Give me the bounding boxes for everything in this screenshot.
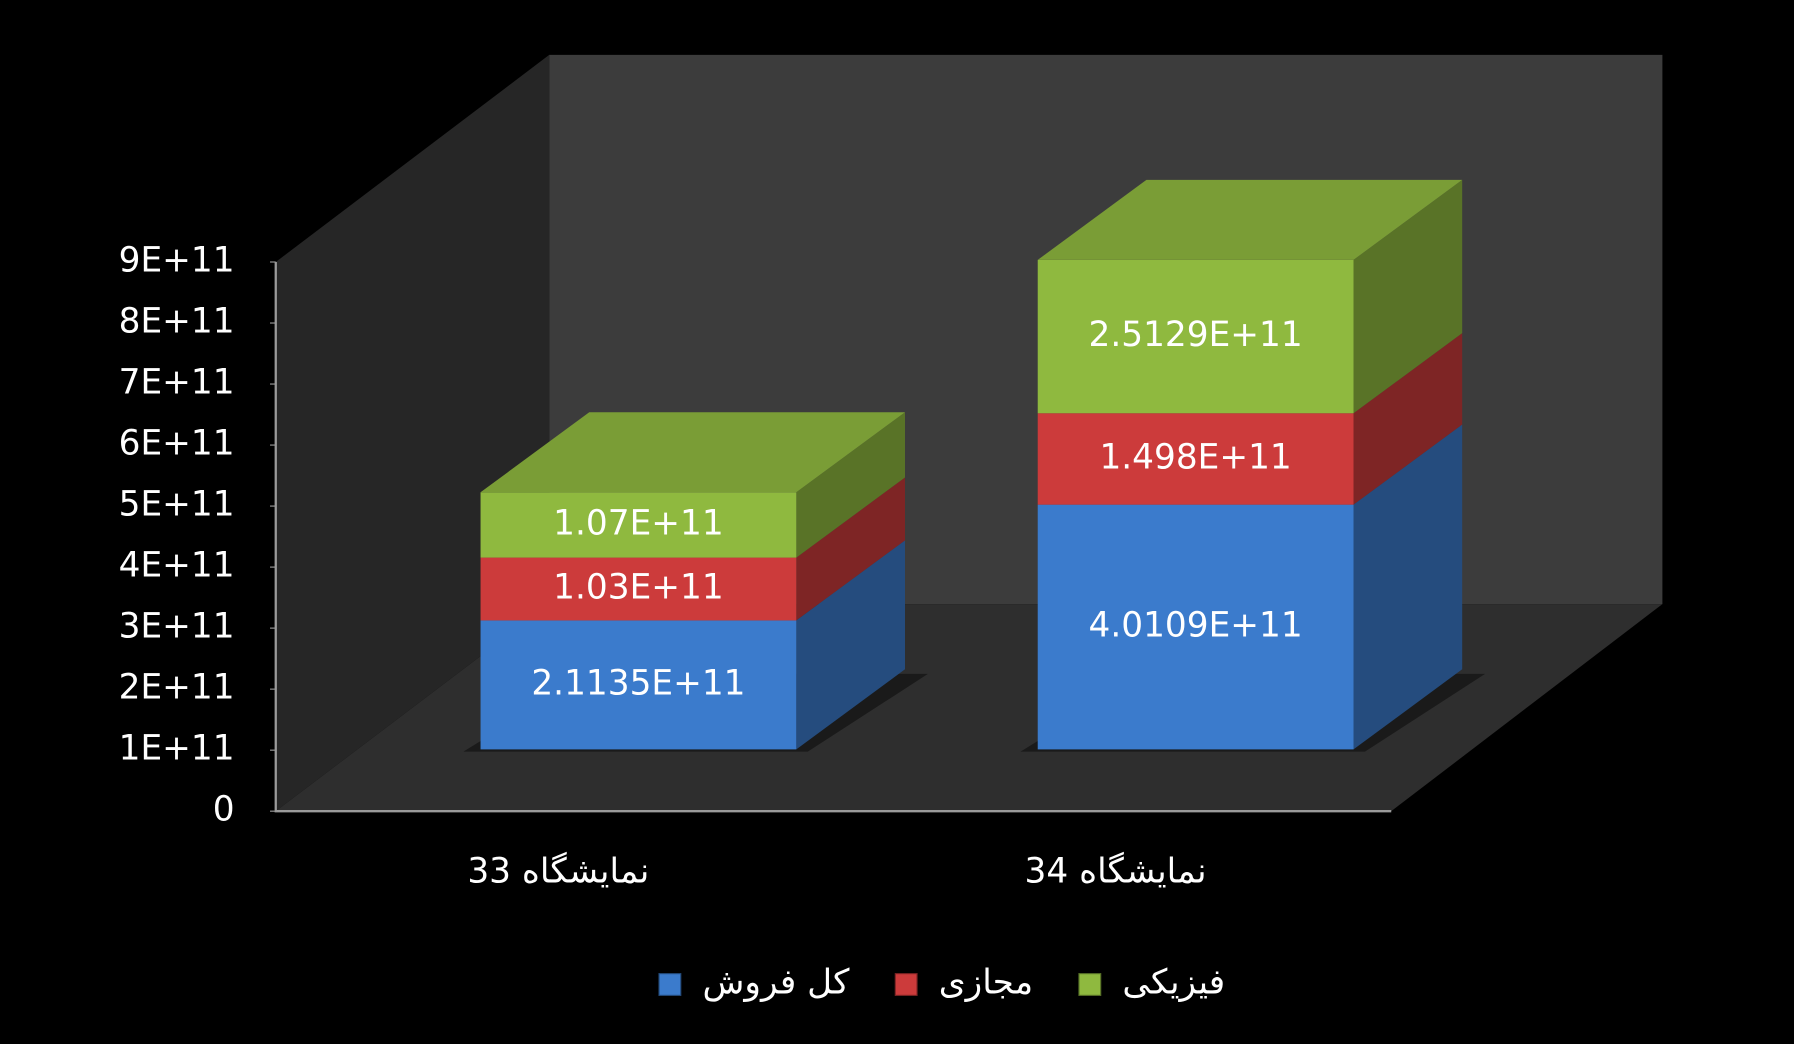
legend-swatch bbox=[1078, 973, 1102, 996]
y-tick-label: 9E+11 bbox=[119, 241, 235, 281]
y-tick-label: 4E+11 bbox=[119, 546, 235, 586]
y-tick-label: 5E+11 bbox=[119, 485, 235, 525]
y-tick-label: 3E+11 bbox=[119, 607, 235, 647]
bar-segment bbox=[480, 477, 906, 621]
legend-label: مجازی bbox=[939, 962, 1033, 1002]
bar-front bbox=[480, 620, 797, 750]
legend-label: فیزیکی bbox=[1122, 962, 1225, 1002]
bar-front bbox=[1037, 413, 1354, 505]
value-label: 2.1135E+11 bbox=[531, 663, 745, 703]
bar-side bbox=[796, 477, 906, 621]
bar-front bbox=[480, 557, 797, 621]
bar-top bbox=[1037, 179, 1463, 260]
value-label: 1.07E+11 bbox=[553, 503, 724, 543]
bar-side bbox=[796, 540, 906, 750]
bar-side bbox=[1353, 333, 1463, 505]
value-label: 4.0109E+11 bbox=[1089, 606, 1303, 646]
bar-side bbox=[1353, 424, 1463, 750]
bar-segment bbox=[480, 540, 906, 750]
legend-swatch bbox=[894, 973, 918, 996]
bar-segment bbox=[480, 412, 906, 558]
y-tick-label: 8E+11 bbox=[119, 302, 235, 342]
bar-segment bbox=[1037, 179, 1463, 414]
y-tick-label: 7E+11 bbox=[119, 363, 235, 403]
value-label: 1.498E+11 bbox=[1099, 437, 1291, 477]
bar-top bbox=[480, 412, 906, 493]
bar-front bbox=[1037, 504, 1354, 750]
y-tick-label: 6E+11 bbox=[119, 424, 235, 464]
legend-label: کل فروش bbox=[703, 962, 851, 1002]
bar-segment bbox=[1037, 424, 1463, 750]
x-tick-label: نمایشگاه 33 bbox=[467, 851, 649, 891]
bar-side bbox=[1353, 179, 1463, 414]
x-tick-label: نمایشگاه 34 bbox=[1025, 851, 1207, 891]
y-tick-label: 0 bbox=[213, 790, 235, 830]
value-label: 2.5129E+11 bbox=[1089, 315, 1303, 355]
bar-segment bbox=[1037, 333, 1463, 505]
legend-swatch bbox=[658, 973, 682, 996]
value-label: 1.03E+11 bbox=[553, 568, 724, 608]
bar-side bbox=[796, 412, 906, 558]
bar-front bbox=[1037, 259, 1354, 414]
y-tick-label: 2E+11 bbox=[119, 668, 235, 708]
y-tick-label: 1E+11 bbox=[119, 729, 235, 769]
bar-front bbox=[480, 492, 797, 558]
axis-line bbox=[274, 262, 1392, 813]
